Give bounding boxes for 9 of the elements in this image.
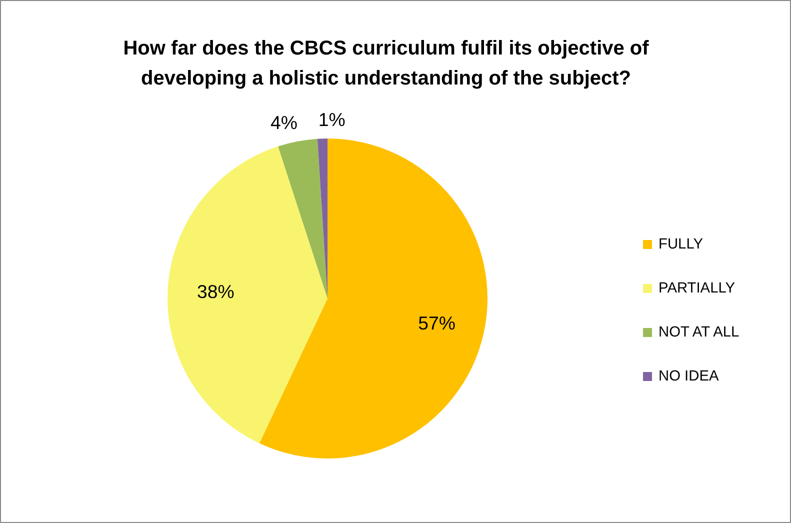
- chart-title: How far does the CBCS curriculum fulfil its objective of developing a holistic understanding of the subject?: [123, 38, 650, 90]
- data-label: 1%: [318, 108, 346, 130]
- legend-label: FULLY: [658, 236, 704, 252]
- data-label: 57%: [418, 312, 456, 334]
- data-label: 4%: [270, 112, 298, 133]
- legend-label: PARTIALLY: [658, 280, 736, 296]
- legend-label: NOT AT ALL: [658, 324, 740, 340]
- legend-label: NO IDEA: [658, 368, 719, 384]
- data-label: 38%: [197, 280, 234, 302]
